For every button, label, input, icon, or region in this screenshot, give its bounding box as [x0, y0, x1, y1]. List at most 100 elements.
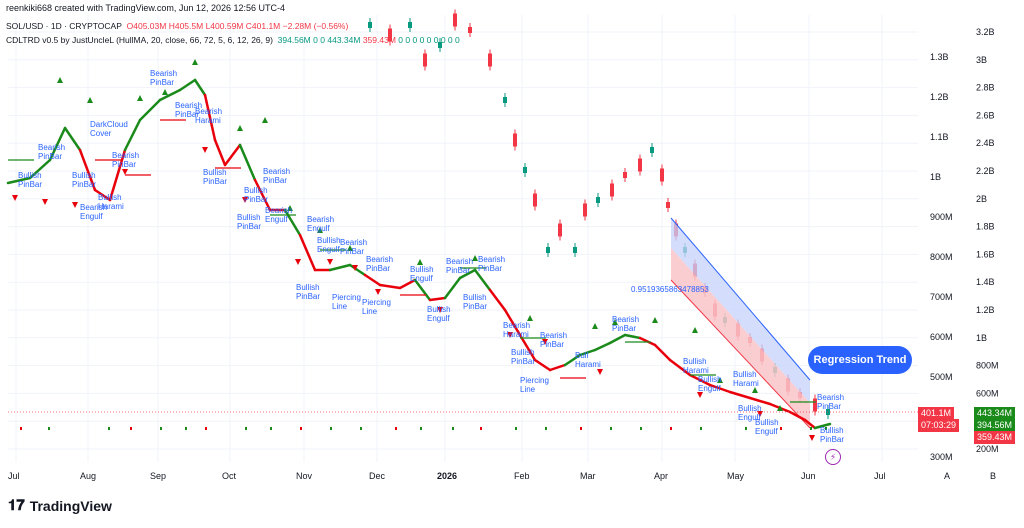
indicator-value-5: 359.43M: [362, 35, 396, 45]
bull-marker: [347, 245, 353, 251]
pattern-label: Bearish PinBar: [612, 315, 639, 333]
candle-body: [813, 398, 817, 412]
right-axis-tick: 2B: [976, 194, 987, 204]
lightning-icon[interactable]: ⚡: [825, 449, 841, 465]
bull-marker: [262, 117, 268, 123]
signal-dot: [610, 427, 612, 430]
pattern-label: Bearish Engulf: [80, 203, 107, 221]
candle-body: [610, 183, 614, 197]
bull-marker: [237, 125, 243, 131]
hull-ma-segment: [518, 333, 537, 362]
pattern-label: Bearish PinBar: [540, 331, 567, 349]
candle-body: [453, 13, 457, 27]
signal-dot: [700, 427, 702, 430]
bear-marker: [757, 411, 763, 417]
pattern-label: Bearish PinBar: [150, 69, 177, 87]
hull-ma-segment: [238, 143, 257, 182]
bull-marker: [137, 95, 143, 101]
candle-body: [368, 22, 372, 28]
bull-marker: [652, 317, 658, 323]
left-volume-axis[interactable]: 1.3B1.2B1.1B1B900M800M700M600M500M400M30…: [930, 52, 953, 462]
signal-dot: [185, 427, 187, 430]
regression-r-value: 0.9519365863478853: [631, 285, 709, 294]
signal-dot: [745, 427, 747, 430]
change-value: −2.28M (−0.56%): [282, 21, 349, 31]
pattern-label: Bullish Engulf: [410, 265, 434, 283]
right-axis-tick: 2.2B: [976, 166, 995, 176]
pattern-label: Bullish Engulf: [755, 418, 779, 436]
candle-body: [666, 202, 670, 208]
created-by-caption: reenkiki668 created with TradingView.com…: [6, 3, 285, 13]
hull-ma-segment: [213, 138, 227, 167]
bull-marker: [752, 387, 758, 393]
bull-marker: [192, 59, 198, 65]
pattern-label: Bearish Engulf: [307, 215, 334, 233]
candle-body: [438, 42, 442, 48]
hull-ma-segment: [428, 296, 447, 302]
hull-ma-segment: [608, 333, 627, 345]
time-axis-tick: Jul: [8, 471, 20, 481]
hull-ma-segment: [178, 78, 197, 92]
hull-ma-segment: [363, 273, 382, 287]
indicator-legend[interactable]: CDLTRD v0.5 by JustUncleL (HullMA, 20, c…: [6, 35, 460, 45]
candle-body: [546, 247, 550, 253]
pattern-label: Bullish PinBar: [463, 293, 487, 311]
time-axis-tick: Nov: [296, 471, 313, 481]
hull-ma-segment: [398, 278, 417, 290]
time-axis-tick: 2026: [437, 471, 457, 481]
candle-body: [650, 147, 654, 153]
candle-body: [638, 158, 642, 172]
signal-dot: [48, 427, 50, 430]
indicator-value-1: 394.56M: [277, 35, 311, 45]
bull-marker: [592, 323, 598, 329]
bear-marker: [122, 169, 128, 175]
indicator-title: CDLTRD v0.5 by JustUncleL (HullMA, 20, c…: [6, 35, 273, 45]
candle-body: [583, 203, 587, 217]
right-price-axis[interactable]: 3.2B 3B 2.8B 2.6B 2.4B 2.2B 2B 1.8B 1.6B 1.4B 1.2B…: [976, 27, 999, 454]
candle-body: [423, 53, 427, 67]
hull-ma-line: [6, 78, 832, 430]
bull-marker: [162, 89, 168, 95]
signal-dot: [20, 427, 22, 430]
pattern-label: Bearish Engulf: [265, 206, 292, 224]
lower-band-tag: 394.56M: [974, 419, 1016, 432]
pattern-label: Bullish Engulf: [738, 404, 762, 422]
left-axis-tick: 1.2B: [930, 92, 949, 102]
indicator-zeros: 0 0 0 0 0 0 0 0 0: [398, 35, 460, 45]
tradingview-logo[interactable]: 𝟏𝟕 TradingView: [8, 497, 112, 514]
signal-dot: [420, 427, 422, 430]
symbol-legend[interactable]: SOL/USD · 1D · CRYPTOCAP O405.03M H405.5…: [6, 21, 348, 31]
auto-scale-button[interactable]: A: [944, 471, 951, 481]
chart-grid: [8, 15, 918, 462]
signal-dot: [395, 427, 397, 430]
pattern-label: Bullish PinBar: [820, 426, 844, 444]
hull-ma-segment: [108, 148, 127, 202]
left-axis-tick: 900M: [930, 212, 953, 222]
pattern-markers: [8, 59, 827, 441]
left-axis-tick: 800M: [930, 252, 953, 262]
signal-dot: [130, 427, 132, 430]
hull-ma-segment: [378, 283, 402, 290]
log-scale-button[interactable]: B: [990, 471, 997, 481]
pattern-label: Bullish PinBar: [203, 168, 227, 186]
hull-ma-segment: [78, 148, 97, 192]
bear-marker: [375, 289, 381, 295]
hull-ma-segment: [788, 410, 807, 422]
hull-ma-segment: [708, 383, 732, 394]
hull-ma-segment: [328, 263, 352, 272]
low-value: L400.59M: [205, 21, 244, 31]
left-axis-tick: 1.3B: [930, 52, 949, 62]
bull-marker: [417, 259, 423, 265]
time-axis[interactable]: Jul Aug Sep Oct Nov Dec 2026 Feb Mar Apr May Jun Jul: [8, 471, 886, 481]
time-axis-tick: Jun: [801, 471, 816, 481]
pattern-label: Bullish PinBar: [511, 348, 535, 366]
bear-marker: [437, 307, 443, 313]
right-axis-tick: 1.2B: [976, 305, 995, 315]
hull-ma-segment: [668, 358, 692, 377]
regression-trend-label[interactable]: Regression Trend: [808, 346, 912, 374]
signal-dot: [480, 427, 482, 430]
signal-dot: [270, 427, 272, 430]
hull-ma-segment: [283, 208, 302, 237]
candle-body: [660, 168, 664, 182]
